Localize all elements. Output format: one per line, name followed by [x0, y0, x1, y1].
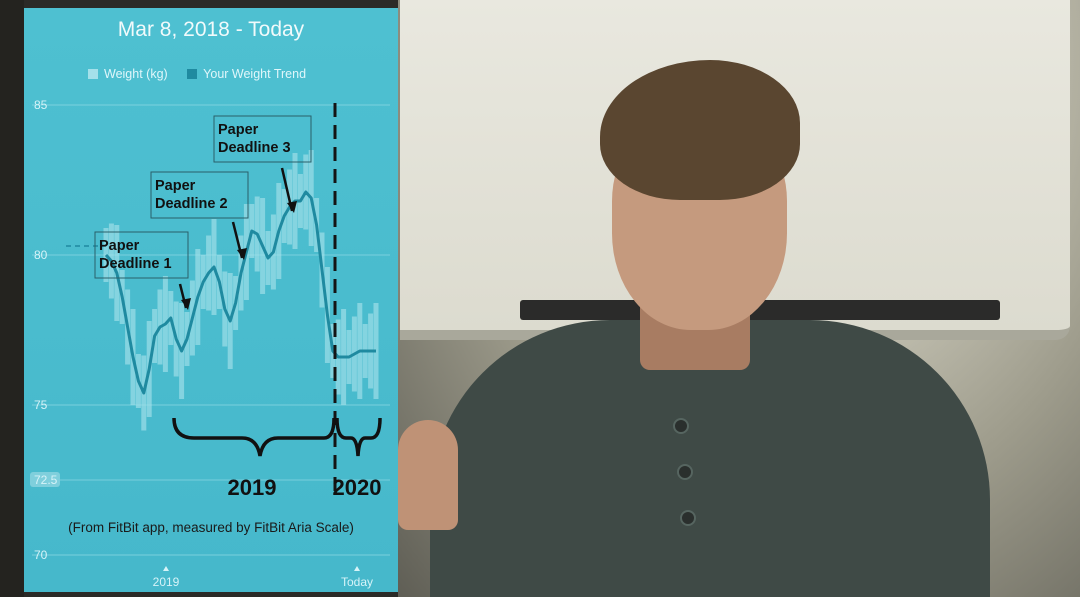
shirt-button	[677, 464, 693, 480]
arrow-icon	[237, 248, 247, 260]
y-tick-label: 85	[34, 98, 48, 112]
annotation-box	[150, 171, 249, 219]
weight-chart: 85 80 75 72.5 70 2019 Today Paper Deadline 1 Pape…	[30, 98, 390, 589]
brace-icon	[335, 417, 382, 457]
annotation-box	[213, 115, 312, 163]
chart-footnote: (From FitBit app, measured by FitBit Ari…	[68, 520, 354, 535]
y-tick-label: 75	[34, 398, 48, 412]
presenter-hand	[398, 420, 458, 530]
y-tick-label: 70	[34, 548, 48, 562]
legend-item-weight: Weight (kg)	[88, 67, 168, 81]
legend-item-trend: Your Weight Trend	[187, 67, 306, 81]
chart-panel: Mar 8, 2018 - Today Weight (kg) Your Wei…	[24, 8, 398, 592]
annotation-label: Deadline 3	[218, 140, 291, 156]
y-tick-label: 80	[34, 248, 48, 262]
trend-line	[104, 190, 376, 395]
y-tick-badge	[30, 472, 60, 487]
y-tick-label: 72.5	[34, 473, 58, 487]
presenter-hair	[600, 60, 800, 200]
x-tick-marker-icon	[163, 566, 169, 571]
annotation-box	[94, 231, 189, 279]
shirt-button	[680, 510, 696, 526]
weight-swatch-icon	[88, 69, 98, 79]
x-tick-marker-icon	[354, 566, 360, 571]
annotation-label: Deadline 1	[99, 256, 172, 272]
shirt-button	[673, 418, 689, 434]
x-tick-label: 2019	[153, 575, 180, 589]
brace-icon	[172, 417, 336, 457]
legend-weight-label: Weight (kg)	[104, 67, 168, 81]
annotation-label: Deadline 2	[155, 196, 228, 212]
trend-swatch-icon	[187, 69, 198, 79]
legend-trend-label: Your Weight Trend	[203, 67, 307, 81]
chart-legend: Weight (kg) Your Weight Trend	[88, 67, 322, 82]
annotation-label: Paper	[155, 178, 196, 194]
x-tick-label: Today	[341, 575, 373, 589]
frame-edge	[0, 0, 24, 597]
arrow-icon	[181, 298, 191, 310]
annotation-label: Paper	[218, 122, 259, 138]
annotation-label: Paper	[99, 238, 140, 254]
chart-title: Mar 8, 2018 - Today	[117, 18, 305, 41]
arrow-icon	[287, 201, 297, 213]
period-label: 2019	[228, 475, 277, 500]
period-label: 2020	[333, 475, 382, 500]
